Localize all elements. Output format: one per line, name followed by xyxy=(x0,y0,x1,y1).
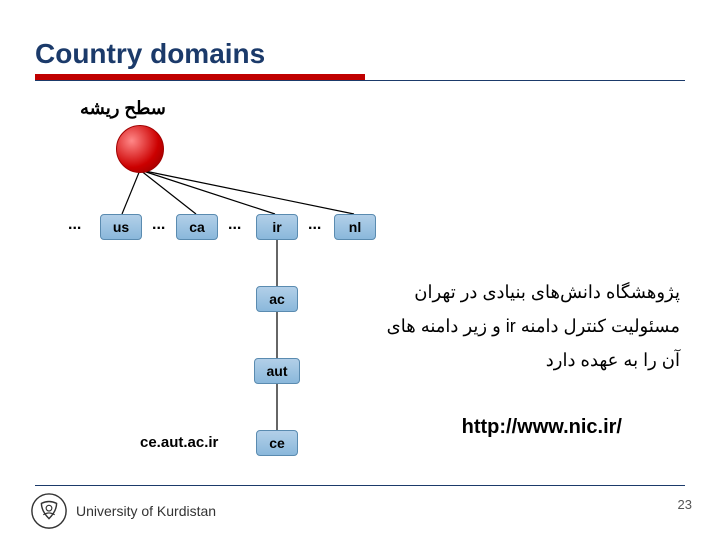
university-name: University of Kurdistan xyxy=(76,503,216,519)
ellipsis: ... xyxy=(68,216,81,234)
subdomain-node-aut: aut xyxy=(254,358,300,384)
body-line-2: مسئولیت کنترل دامنه ir و زیر دامنه های xyxy=(387,309,680,343)
university-logo-icon xyxy=(30,492,68,530)
root-level-label: سطح ریشه xyxy=(80,98,166,119)
ellipsis: ... xyxy=(152,216,165,234)
root-node xyxy=(116,125,164,173)
page-title: Country domains xyxy=(35,38,685,70)
tree-edges xyxy=(60,80,440,460)
subdomain-node-ac: ac xyxy=(256,286,298,312)
ellipsis: ... xyxy=(308,216,321,234)
body-line-3: آن را به عهده دارد xyxy=(387,343,680,377)
tld-node-nl: nl xyxy=(334,214,376,240)
footer-divider xyxy=(35,485,685,486)
full-domain-label: ce.aut.ac.ir xyxy=(140,434,218,451)
ellipsis: ... xyxy=(228,216,241,234)
description-text: پژوهشگاه دانش‌های بنیادی در تهران مسئولی… xyxy=(387,275,680,378)
tld-node-ca: ca xyxy=(176,214,218,240)
tld-node-ir: ir xyxy=(256,214,298,240)
tld-node-us: us xyxy=(100,214,142,240)
body-line-1: پژوهشگاه دانش‌های بنیادی در تهران xyxy=(387,275,680,309)
url-text: http://www.nic.ir/ xyxy=(462,416,622,439)
subdomain-node-ce: ce xyxy=(256,430,298,456)
domain-tree-diagram: سطح ریشه ... us ... ca ... ir ... nl ac … xyxy=(60,80,440,460)
page-number: 23 xyxy=(678,497,692,512)
title-bar: Country domains xyxy=(35,38,685,81)
university-branding: University of Kurdistan xyxy=(30,492,216,530)
